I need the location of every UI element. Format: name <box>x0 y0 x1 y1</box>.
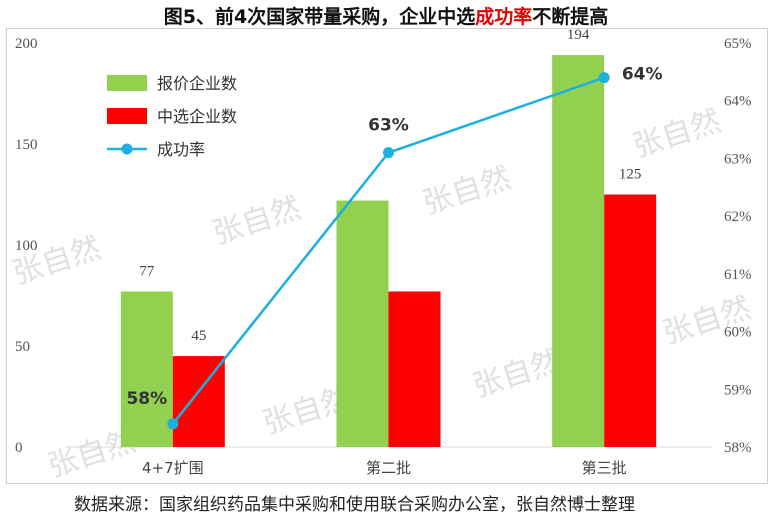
watermark-text: 张自然 <box>629 104 725 165</box>
x-category-label: 第二批 <box>366 459 411 477</box>
rate-data-label: 64% <box>622 65 663 85</box>
rate-point <box>167 418 179 430</box>
y-left-tick-label: 50 <box>15 339 30 355</box>
bar-win <box>604 194 657 447</box>
bar-bid <box>120 291 173 447</box>
watermark-text: 张自然 <box>419 161 515 222</box>
y-right-tick-label: 59% <box>724 382 752 398</box>
rate-point <box>383 147 394 159</box>
watermark-text: 张自然 <box>209 191 305 252</box>
title-suffix: 不断提高 <box>532 6 609 28</box>
y-right-tick-label: 60% <box>724 325 752 341</box>
y-left-tick-label: 150 <box>15 137 38 153</box>
bar-data-label: 77 <box>139 263 155 279</box>
y-right-tick-label: 63% <box>724 151 752 167</box>
chart-title: 图5、前4次国家带量采购，企业中选成功率不断提高 <box>0 2 772 29</box>
bar-data-label: 194 <box>567 29 590 43</box>
bar-bid <box>336 200 389 447</box>
legend-swatch-bid <box>107 75 147 91</box>
legend-swatch-win <box>107 108 147 124</box>
title-highlight: 成功率 <box>475 6 533 28</box>
legend-marker-rate <box>121 143 133 155</box>
bar-bid <box>552 55 605 448</box>
rate-data-label: 63% <box>368 116 409 136</box>
legend-label-win: 中选企业数 <box>157 107 237 126</box>
chart-frame: 张自然 张自然 张自然 张自然 张自然 张自然 张自然 张自然 0 50 100 150 200 58% 5… <box>6 28 768 485</box>
watermark-text: 张自然 <box>659 291 755 352</box>
x-category-label: 4+7扩围 <box>142 459 204 477</box>
watermark-text: 张自然 <box>469 344 565 405</box>
y-right-tick-label: 62% <box>724 209 752 225</box>
x-category-label: 第三批 <box>582 459 627 477</box>
y-left-tick-label: 200 <box>15 36 38 52</box>
y-left-tick-label: 100 <box>15 238 38 254</box>
bar-data-label: 125 <box>619 167 642 183</box>
title-prefix: 图5、前4次国家带量采购，企业中选 <box>163 6 476 28</box>
bar-data-label: 45 <box>191 328 206 344</box>
y-right-tick-label: 61% <box>724 267 752 283</box>
y-right-tick-label: 64% <box>724 94 752 110</box>
rate-data-label: 58% <box>126 389 167 409</box>
y-left-tick-label: 0 <box>15 440 23 456</box>
bar-win <box>388 291 441 447</box>
source-note: 数据来源：国家组织药品集中采购和使用联合采购办公室，张自然博士整理 <box>74 495 635 515</box>
y-right-tick-label: 65% <box>724 36 752 52</box>
legend-label-rate: 成功率 <box>157 140 205 159</box>
legend-label-bid: 报价企业数 <box>157 74 237 93</box>
rate-point <box>598 72 610 84</box>
y-right-tick-label: 58% <box>724 440 752 456</box>
